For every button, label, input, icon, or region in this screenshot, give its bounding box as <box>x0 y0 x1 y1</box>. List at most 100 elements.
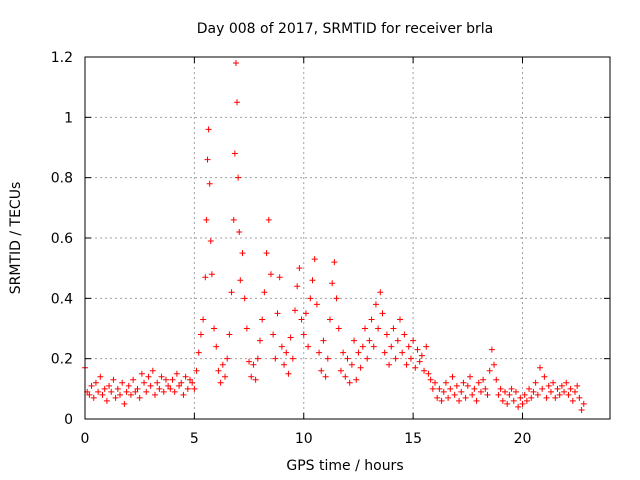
data-point <box>467 373 473 380</box>
data-point <box>561 388 568 395</box>
data-point <box>311 256 318 263</box>
data-point <box>204 156 211 163</box>
data-point <box>486 367 493 374</box>
data-point <box>495 391 502 398</box>
data-point <box>477 388 484 395</box>
data-point <box>232 60 239 67</box>
data-point <box>359 343 366 350</box>
data-point <box>110 376 117 383</box>
data-point <box>313 301 320 308</box>
data-point <box>203 216 210 223</box>
data-point <box>205 126 212 133</box>
data-point <box>176 382 183 389</box>
data-point <box>134 385 141 392</box>
data-point <box>445 394 452 401</box>
data-point <box>526 385 533 392</box>
data-point <box>265 216 272 223</box>
y-axis-label: SRMTID / TECUs <box>8 182 24 295</box>
data-point <box>410 337 417 344</box>
data-point <box>353 376 360 383</box>
data-point <box>160 388 167 395</box>
y-tick-label: 0.6 <box>51 231 73 247</box>
data-point <box>241 295 248 302</box>
data-point <box>423 343 430 350</box>
data-point <box>532 379 539 386</box>
data-point <box>207 238 214 245</box>
data-point <box>366 337 373 344</box>
data-point <box>412 364 419 371</box>
data-point <box>355 349 362 356</box>
data-point <box>117 391 123 398</box>
data-point <box>572 388 578 395</box>
data-point <box>436 385 443 392</box>
data-point <box>123 388 130 395</box>
data-point <box>162 376 169 383</box>
data-point <box>429 385 436 392</box>
y-tick-label: 0.4 <box>51 291 73 307</box>
x-tick-label: 0 <box>81 431 90 447</box>
data-point <box>392 355 399 362</box>
data-point <box>375 325 382 332</box>
data-point <box>390 325 397 332</box>
data-point <box>482 385 489 392</box>
data-point <box>521 391 528 398</box>
grid-lines <box>85 57 610 419</box>
data-point <box>381 349 388 356</box>
data-point <box>379 310 386 317</box>
data-point <box>362 325 368 332</box>
data-point <box>515 403 522 410</box>
data-point <box>364 355 371 362</box>
y-tick-label: 0 <box>64 412 73 428</box>
data-point <box>95 388 102 395</box>
data-point <box>438 397 445 404</box>
data-point <box>193 367 200 374</box>
data-point <box>252 376 259 383</box>
data-point <box>234 99 241 106</box>
data-point <box>462 394 469 401</box>
data-point <box>278 343 285 350</box>
data-point <box>567 385 574 392</box>
data-point <box>530 388 537 395</box>
x-tick-label: 15 <box>404 431 422 447</box>
data-point <box>136 394 143 401</box>
data-point <box>228 289 235 296</box>
x-tick-label: 20 <box>514 431 532 447</box>
data-point <box>217 379 224 386</box>
data-point <box>473 397 480 404</box>
data-point <box>189 379 196 386</box>
data-point <box>558 382 565 389</box>
data-point <box>156 385 163 392</box>
data-point <box>394 337 401 344</box>
data-point <box>576 394 583 401</box>
data-point <box>294 283 301 290</box>
data-point <box>283 349 290 356</box>
data-point <box>388 343 395 350</box>
data-point <box>517 394 524 401</box>
data-point <box>302 310 309 317</box>
data-point <box>370 343 377 350</box>
data-point <box>167 385 174 392</box>
y-tick-labels: 0 0.2 0.4 0.6 0.8 1 1.2 <box>51 50 73 428</box>
data-point <box>239 250 246 257</box>
data-point <box>425 370 432 377</box>
data-point <box>346 379 353 386</box>
data-point <box>547 388 554 395</box>
data-point <box>493 376 500 383</box>
data-point <box>254 355 261 362</box>
data-point <box>103 397 110 404</box>
data-point <box>121 400 128 407</box>
data-point <box>475 379 482 386</box>
x-tick-label: 5 <box>190 431 199 447</box>
data-point <box>434 394 441 401</box>
data-point <box>114 385 121 392</box>
data-point <box>499 397 506 404</box>
data-point <box>556 391 563 398</box>
data-point <box>552 394 559 401</box>
data-point <box>298 316 305 323</box>
data-point <box>208 271 215 278</box>
data-point <box>235 174 242 181</box>
data-point <box>331 259 338 266</box>
data-point <box>449 373 456 380</box>
data-point <box>219 361 226 368</box>
data-point <box>197 331 204 338</box>
